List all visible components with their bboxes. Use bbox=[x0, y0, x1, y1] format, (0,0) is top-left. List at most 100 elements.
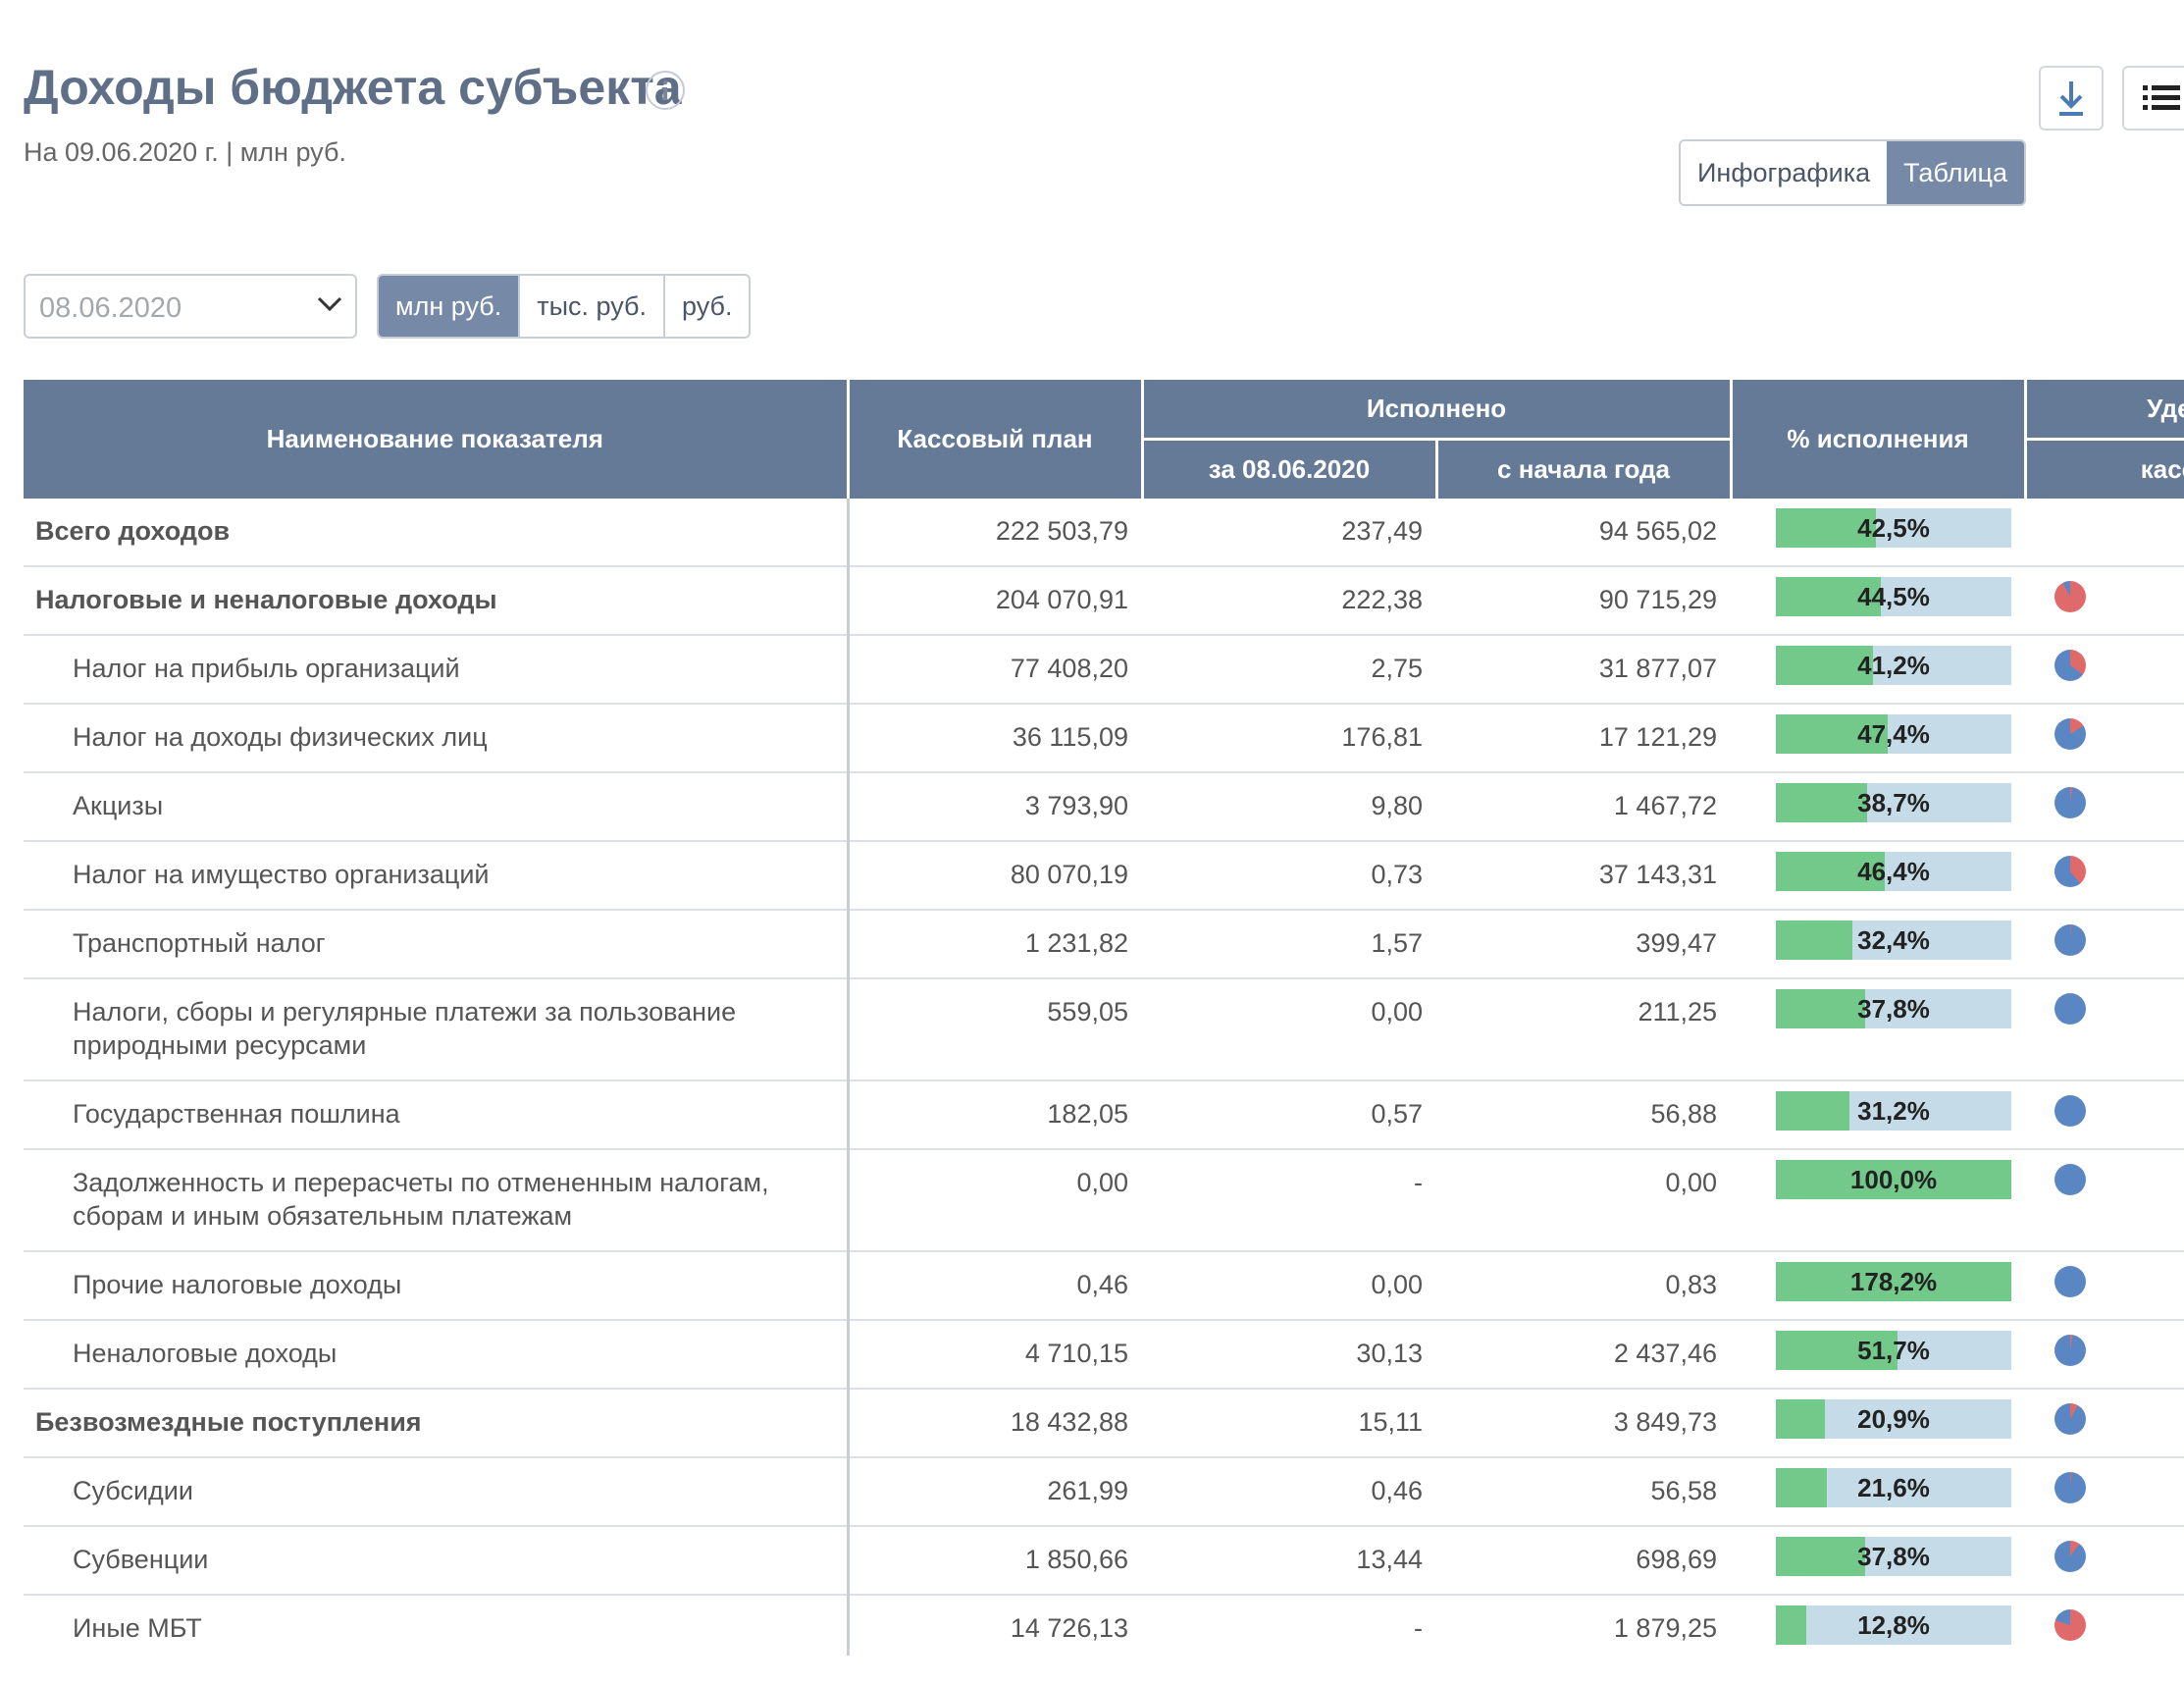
row-share bbox=[2025, 910, 2184, 979]
share-pie-icon[interactable] bbox=[2054, 1472, 2087, 1503]
progress-bar-label: 100,0% bbox=[1849, 1165, 1938, 1194]
table-row[interactable]: Акцизы 3 793,90 9,80 1 467,72 38,7% bbox=[24, 772, 2184, 842]
info-icon[interactable]: i bbox=[646, 71, 685, 110]
share-pie-icon[interactable] bbox=[2054, 1095, 2087, 1127]
col-header-executed: Исполнено bbox=[1140, 380, 1732, 441]
row-ytd: 399,47 bbox=[1436, 910, 1732, 979]
row-name: Безвозмездные поступления bbox=[24, 1389, 850, 1458]
row-plan: 14 726,13 bbox=[848, 1595, 1142, 1656]
table-row[interactable]: Налоговые и неналоговые доходы 204 070,91… bbox=[24, 566, 2184, 636]
progress-bar: 46,4% bbox=[1776, 852, 2012, 891]
row-name: Задолженность и перерасчеты по отмененны… bbox=[24, 1149, 850, 1252]
table-row[interactable]: Транспортный налог 1 231,82 1,57 399,47 32,4… bbox=[24, 910, 2184, 979]
list-menu-button[interactable] bbox=[2122, 66, 2184, 131]
progress-bar-fill bbox=[1776, 1605, 1806, 1645]
share-pie-icon[interactable] bbox=[2054, 581, 2087, 612]
col-header-executed-ytd[interactable]: с начала года bbox=[1434, 439, 1732, 499]
share-pie-icon[interactable] bbox=[2054, 650, 2087, 681]
table-row[interactable]: Государственная пошлина 182,05 0,57 56,88 31… bbox=[24, 1080, 2184, 1150]
progress-bar: 12,8% bbox=[1776, 1605, 2012, 1645]
table-row[interactable]: Неналоговые доходы 4 710,15 30,13 2 437,46 5… bbox=[24, 1320, 2184, 1390]
table-row[interactable]: Иные МБТ 14 726,13-1 879,25 12,8% bbox=[24, 1595, 2184, 1656]
col-header-share-plan[interactable]: кассовый план bbox=[2023, 439, 2184, 499]
row-name: Иные МБТ bbox=[24, 1595, 850, 1656]
row-plan: 559,05 bbox=[848, 978, 1142, 1081]
table-row[interactable]: Субвенции 1 850,66 13,44 698,69 37,8% bbox=[24, 1526, 2184, 1596]
col-header-name: Наименование показателя bbox=[24, 380, 848, 499]
share-pie-icon[interactable] bbox=[2054, 1609, 2087, 1641]
share-pie-icon[interactable] bbox=[2054, 718, 2087, 750]
row-day: 0,00 bbox=[1142, 978, 1436, 1081]
row-share bbox=[2025, 1149, 2184, 1252]
table-row[interactable]: Безвозмездные поступления 18 432,88 15,11 3… bbox=[24, 1389, 2184, 1458]
row-day: 0,46 bbox=[1142, 1457, 1436, 1527]
date-select-value: 08.06.2020 bbox=[39, 292, 182, 324]
row-share bbox=[2025, 978, 2184, 1081]
table-row[interactable]: Налог на прибыль организаций 77 408,20 2,7… bbox=[24, 635, 2184, 705]
row-percent: 12,8% bbox=[1731, 1595, 2026, 1656]
row-name: Налоговые и неналоговые доходы bbox=[24, 566, 850, 636]
share-pie-icon[interactable] bbox=[2054, 1403, 2087, 1435]
table-row[interactable]: Налоги, сборы и регулярные платежи за по… bbox=[24, 978, 2184, 1081]
row-plan: 36 115,09 bbox=[848, 704, 1142, 773]
col-header-percent[interactable]: % исполнения bbox=[1729, 380, 2026, 499]
share-pie-icon[interactable] bbox=[2054, 787, 2087, 818]
share-pie-icon[interactable] bbox=[2054, 856, 2087, 887]
row-plan: 18 432,88 bbox=[848, 1389, 1142, 1458]
table-row[interactable]: Налог на доходы физических лиц 36 115,09 1… bbox=[24, 704, 2184, 773]
tab-infographic[interactable]: Инфографика bbox=[1681, 141, 1888, 204]
row-day: 13,44 bbox=[1142, 1526, 1436, 1596]
revenue-table-container[interactable]: Наименование показателя Кассовый план Ис… bbox=[24, 380, 2184, 1656]
progress-bar-label: 46,4% bbox=[1857, 857, 1930, 886]
unit-thousand-button[interactable]: тыс. руб. bbox=[520, 276, 665, 337]
progress-bar: 51,7% bbox=[1776, 1331, 2012, 1370]
row-name: Государственная пошлина bbox=[24, 1080, 850, 1150]
table-row[interactable]: Налог на имущество организаций 80 070,19 0… bbox=[24, 841, 2184, 911]
progress-bar-label: 38,7% bbox=[1857, 788, 1930, 817]
row-name: Транспортный налог bbox=[24, 910, 850, 979]
row-ytd: 0,00 bbox=[1436, 1149, 1732, 1252]
table-row[interactable]: Задолженность и перерасчеты по отмененны… bbox=[24, 1149, 2184, 1252]
progress-bar-fill bbox=[1776, 1262, 2012, 1301]
share-pie-icon[interactable] bbox=[2054, 993, 2087, 1025]
row-name: Субвенции bbox=[24, 1526, 850, 1596]
share-pie-icon[interactable] bbox=[2054, 1164, 2087, 1195]
row-percent: 100,0% bbox=[1731, 1149, 2026, 1252]
share-pie-icon[interactable] bbox=[2054, 924, 2087, 956]
row-share bbox=[2025, 1080, 2184, 1150]
download-button[interactable] bbox=[2039, 66, 2104, 131]
tab-table[interactable]: Таблица bbox=[1887, 141, 2025, 204]
date-select[interactable]: 08.06.2020 bbox=[24, 274, 357, 339]
row-percent: 37,8% bbox=[1731, 978, 2026, 1081]
share-pie-icon[interactable] bbox=[2054, 1266, 2087, 1297]
unit-mln-button[interactable]: млн руб. bbox=[379, 276, 521, 337]
row-ytd: 37 143,31 bbox=[1436, 841, 1732, 911]
unit-rub-button[interactable]: руб. bbox=[664, 276, 750, 337]
progress-bar-fill bbox=[1776, 1091, 1849, 1131]
row-name: Налог на прибыль организаций bbox=[24, 635, 850, 705]
progress-bar-label: 44,5% bbox=[1857, 582, 1930, 611]
row-percent: 37,8% bbox=[1731, 1526, 2026, 1596]
progress-bar-fill bbox=[1776, 1160, 2012, 1199]
progress-bar-label: 42,5% bbox=[1857, 513, 1930, 543]
row-name: Неналоговые доходы bbox=[24, 1320, 850, 1390]
row-ytd: 1 879,25 bbox=[1436, 1595, 1732, 1656]
share-pie-icon[interactable] bbox=[2054, 1335, 2087, 1366]
row-day: 0,57 bbox=[1142, 1080, 1436, 1150]
list-icon bbox=[2143, 85, 2180, 110]
chevron-down-icon bbox=[317, 296, 342, 312]
table-row[interactable]: Субсидии 261,99 0,46 56,58 21,6% bbox=[24, 1457, 2184, 1527]
row-plan: 0,46 bbox=[848, 1251, 1142, 1321]
row-ytd: 3 849,73 bbox=[1436, 1389, 1732, 1458]
progress-bar-fill bbox=[1776, 989, 1865, 1028]
table-row[interactable]: Всего доходов 222 503,79 237,49 94 565,02 42… bbox=[24, 499, 2184, 567]
col-header-plan[interactable]: Кассовый план bbox=[846, 380, 1142, 499]
progress-bar-fill bbox=[1776, 646, 1873, 685]
col-header-executed-day[interactable]: за 08.06.2020 bbox=[1140, 439, 1436, 499]
progress-bar-fill bbox=[1776, 783, 1867, 822]
row-ytd: 90 715,29 bbox=[1436, 566, 1732, 636]
progress-bar-label: 31,2% bbox=[1857, 1096, 1930, 1126]
row-plan: 0,00 bbox=[848, 1149, 1142, 1252]
share-pie-icon[interactable] bbox=[2054, 1541, 2087, 1572]
table-row[interactable]: Прочие налоговые доходы 0,46 0,00 0,83 178,2… bbox=[24, 1251, 2184, 1321]
